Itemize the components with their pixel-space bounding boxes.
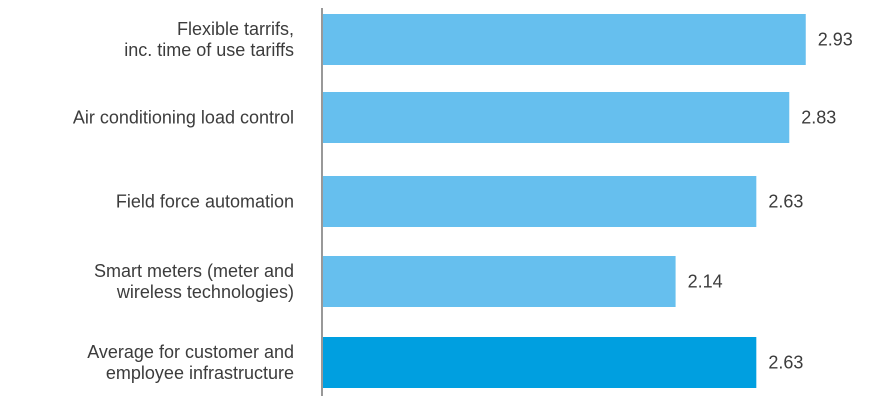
category-label-4-line-1: employee infrastructure (106, 363, 294, 383)
bar-2 (323, 176, 757, 227)
bar-0 (323, 14, 806, 65)
category-label-4-line-0: Average for customer and (87, 342, 294, 362)
category-label-2: Field force automation (116, 192, 294, 212)
category-label-1-line-0: Air conditioning load control (73, 108, 294, 128)
value-label-3: 2.14 (688, 272, 723, 292)
category-label-3-line-0: Smart meters (meter and (94, 261, 294, 281)
value-label-2: 2.63 (768, 192, 803, 212)
category-label-0-line-0: Flexible tarrifs, (177, 19, 294, 39)
category-label-4: Average for customer and employee infrast… (87, 342, 294, 383)
category-label-0: Flexible tarrifs, inc. time of use tariff… (124, 19, 294, 60)
value-label-0: 2.93 (818, 30, 853, 50)
bar-4 (323, 337, 757, 388)
value-label-4: 2.63 (768, 353, 803, 373)
value-label-1: 2.83 (801, 108, 836, 128)
category-label-1: Air conditioning load control (73, 108, 294, 128)
bars-group (323, 14, 806, 388)
bar-1 (323, 92, 790, 143)
category-label-2-line-0: Field force automation (116, 192, 294, 212)
category-label-3-line-1: wireless technologies) (116, 282, 294, 302)
bar-3 (323, 256, 676, 307)
category-labels-group: Flexible tarrifs, inc. time of use tariff… (73, 19, 294, 383)
category-label-0-line-1: inc. time of use tariffs (124, 40, 294, 60)
category-label-3: Smart meters (meter and wireless technolo… (94, 261, 294, 302)
value-labels-group: 2.93 2.83 2.63 2.14 2.63 (688, 30, 853, 373)
